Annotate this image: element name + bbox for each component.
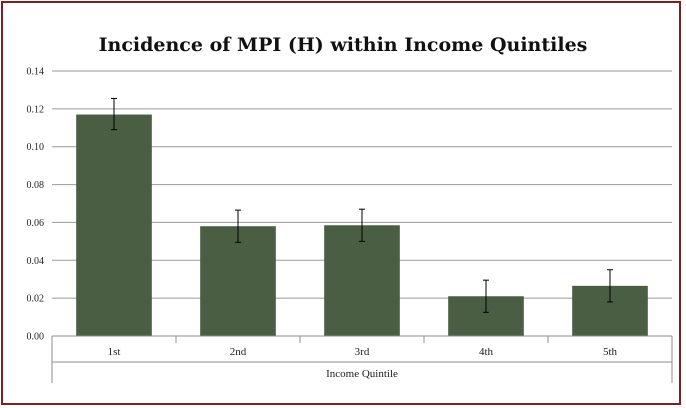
x-tick-label: 5th xyxy=(603,346,618,358)
bar-3rd xyxy=(324,225,400,336)
y-tick-label: 0.12 xyxy=(27,104,45,115)
x-axis-categories: 1st 2nd 3rd 4th 5th xyxy=(108,346,618,358)
y-tick-label: 0.14 xyxy=(27,67,45,78)
x-tick-label: 1st xyxy=(108,346,121,358)
y-tick-label: 0.08 xyxy=(27,180,45,191)
chart-title: Incidence of MPI (H) within Income Quint… xyxy=(98,34,588,56)
y-tick-label: 0.04 xyxy=(27,256,45,267)
x-tick-label: 3rd xyxy=(355,346,370,358)
x-tick-label: 2nd xyxy=(230,346,247,358)
y-tick-label: 0.00 xyxy=(27,332,45,343)
bar-1st xyxy=(76,114,152,337)
y-tick-label: 0.02 xyxy=(27,294,45,305)
bars xyxy=(76,114,648,337)
x-axis xyxy=(51,335,673,383)
x-axis-label: Income Quintile xyxy=(326,368,398,380)
x-tick-label: 4th xyxy=(479,346,494,358)
bar-2nd xyxy=(200,226,276,336)
y-axis-ticks: 0.00 0.02 0.04 0.06 0.08 0.10 0.12 0.14 xyxy=(27,67,45,343)
error-bars xyxy=(111,97,613,313)
y-tick-label: 0.10 xyxy=(27,142,45,153)
y-tick-label: 0.06 xyxy=(27,218,45,229)
